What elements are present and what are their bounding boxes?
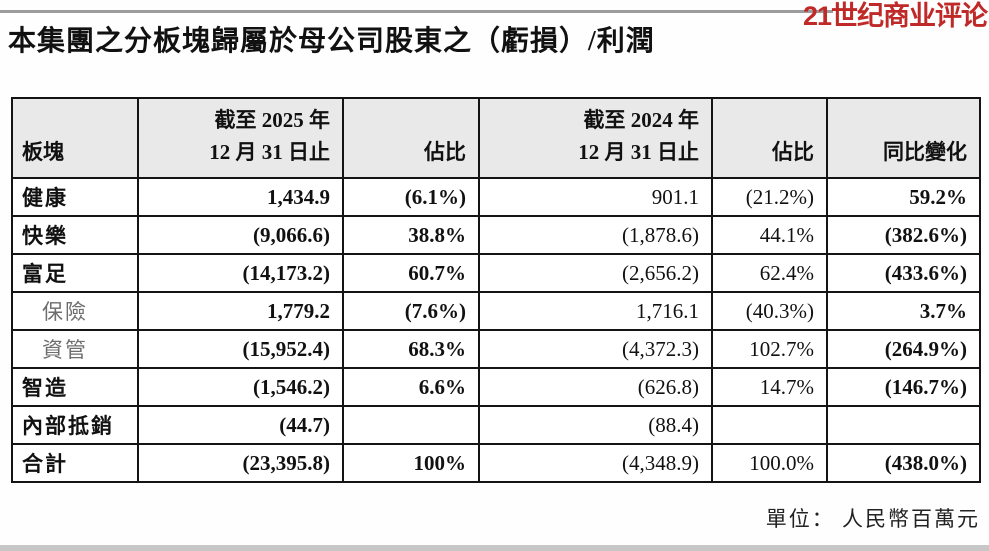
table-row-prosperity: 富足 (14,173.2) 60.7% (2,656.2) 62.4% (433… [11,253,981,293]
col-header-period-2024: 截至 2024 年 12 月 31 日止 [478,97,713,179]
cell-2025-share: 68.3% [342,329,480,369]
cell-2024-share: 44.1% [711,215,828,255]
page-title: 本集團之分板塊歸屬於母公司股東之（虧損）/利潤 [8,26,655,57]
cell-2025-value: (1,546.2) [137,367,344,407]
cell-yoy-change: (438.0%) [826,443,981,483]
cell-yoy-change: 59.2% [826,177,981,217]
cell-2024-share: (40.3%) [711,291,828,331]
cell-2025-value: 1,779.2 [137,291,344,331]
cell-2025-value: (14,173.2) [137,253,344,293]
table-header: 板塊 截至 2025 年 12 月 31 日止 佔比 截至 2024 年 12 … [11,97,981,179]
table-row-total: 合計 (23,395.8) 100% (4,348.9) 100.0% (438… [11,443,981,483]
cell-2024-value: (626.8) [478,367,713,407]
col-header-share-2025: 佔比 [342,97,480,179]
cell-2025-value: (44.7) [137,405,344,445]
cell-2024-share: (21.2%) [711,177,828,217]
cell-yoy-change [826,405,981,445]
cell-2025-share: (7.6%) [342,291,480,331]
table-row-intelligent-mfg: 智造 (1,546.2) 6.6% (626.8) 14.7% (146.7%) [11,367,981,407]
cell-2025-share: 38.8% [342,215,480,255]
cell-2024-value: (1,878.6) [478,215,713,255]
cell-2024-value: (4,372.3) [478,329,713,369]
cell-2025-value: (9,066.6) [137,215,344,255]
cell-2025-share: 6.6% [342,367,480,407]
cell-yoy-change: (146.7%) [826,367,981,407]
cell-segment: 保險 [11,291,139,331]
cell-2024-share [711,405,828,445]
cell-yoy-change: (433.6%) [826,253,981,293]
cell-2025-value: 1,434.9 [137,177,344,217]
cell-2024-share: 102.7% [711,329,828,369]
cell-segment: 健康 [11,177,139,217]
table-row-health: 健康 1,434.9 (6.1%) 901.1 (21.2%) 59.2% [11,177,981,217]
unit-label: 單位： 人民幣百萬元 [765,507,980,531]
cell-yoy-change: 3.7% [826,291,981,331]
col-header-share-2024: 佔比 [711,97,828,179]
segment-profit-table: 板塊 截至 2025 年 12 月 31 日止 佔比 截至 2024 年 12 … [11,97,981,483]
table-body: 健康 1,434.9 (6.1%) 901.1 (21.2%) 59.2% 快樂… [11,177,981,483]
cell-2025-share: 60.7% [342,253,480,293]
cell-2025-share: 100% [342,443,480,483]
cell-2024-value: 1,716.1 [478,291,713,331]
cell-2024-value: (2,656.2) [478,253,713,293]
cell-2024-share: 100.0% [711,443,828,483]
col-header-yoy-change: 同比變化 [826,97,981,179]
publication-logo: 21世纪商业评论 [802,1,988,31]
cell-segment: 合計 [11,443,139,483]
col-header-period-2025: 截至 2025 年 12 月 31 日止 [137,97,344,179]
table-row-insurance-sub: 保險 1,779.2 (7.6%) 1,716.1 (40.3%) 3.7% [11,291,981,331]
cell-yoy-change: (264.9%) [826,329,981,369]
cell-2025-share [342,405,480,445]
cell-2024-value: (88.4) [478,405,713,445]
cell-2024-share: 62.4% [711,253,828,293]
cell-2025-share: (6.1%) [342,177,480,217]
cell-2024-share: 14.7% [711,367,828,407]
cell-2025-value: (15,952.4) [137,329,344,369]
cell-segment: 資管 [11,329,139,369]
cell-segment: 快樂 [11,215,139,255]
cell-2024-value: 901.1 [478,177,713,217]
bottom-border-strip [0,545,989,551]
cell-segment: 智造 [11,367,139,407]
header-divider-line [0,10,833,13]
table-header-row: 板塊 截至 2025 年 12 月 31 日止 佔比 截至 2024 年 12 … [11,97,981,179]
cell-segment: 內部抵銷 [11,405,139,445]
col-header-segment: 板塊 [11,97,139,179]
table-row-internal-elimination: 內部抵銷 (44.7) (88.4) [11,405,981,445]
table-row-asset-mgmt-sub: 資管 (15,952.4) 68.3% (4,372.3) 102.7% (26… [11,329,981,369]
table-row-happiness: 快樂 (9,066.6) 38.8% (1,878.6) 44.1% (382.… [11,215,981,255]
cell-2025-value: (23,395.8) [137,443,344,483]
cell-yoy-change: (382.6%) [826,215,981,255]
cell-2024-value: (4,348.9) [478,443,713,483]
cell-segment: 富足 [11,253,139,293]
